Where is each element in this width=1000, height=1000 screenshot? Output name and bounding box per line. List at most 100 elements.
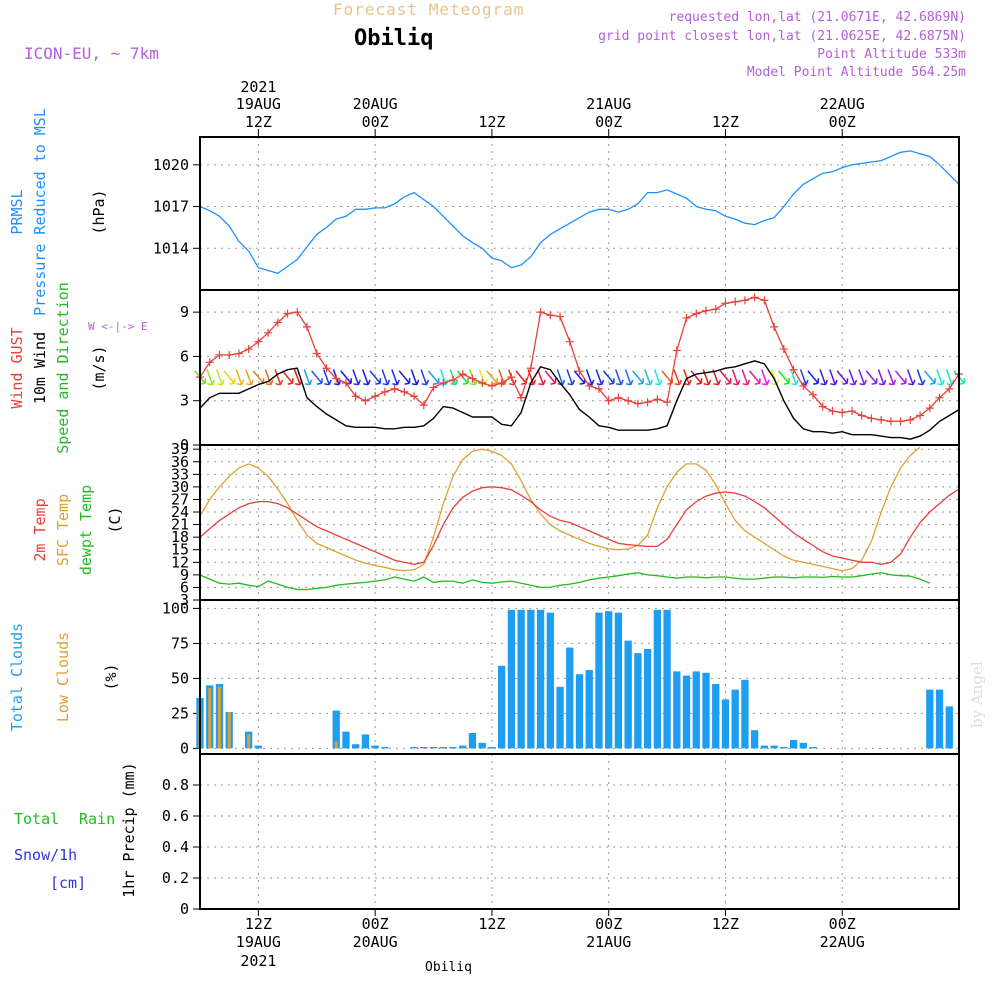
wind-direction-arrow xyxy=(216,369,225,386)
top-axis-date: 22AUG xyxy=(820,95,865,113)
wind-gust-point xyxy=(624,396,633,405)
pressure-label-prmsl: PRMSL xyxy=(8,189,26,234)
total-clouds-bar xyxy=(634,653,642,749)
wind-gust-point xyxy=(906,415,915,424)
total-clouds-bar xyxy=(760,745,769,749)
total-clouds-bar xyxy=(926,689,934,749)
low-clouds-bar xyxy=(334,741,338,749)
wind-gust-point xyxy=(419,401,428,410)
model-label: ICON-EU, ~ 7km xyxy=(24,44,159,63)
top-axis-hour: 12Z xyxy=(245,113,272,131)
wind-direction-arrow xyxy=(352,369,361,386)
wind-gust-point xyxy=(916,411,925,420)
temp-2m-line xyxy=(199,486,960,566)
total-clouds-bar xyxy=(663,609,671,749)
wind-direction-arrow xyxy=(673,369,683,386)
wind-gust-point xyxy=(449,376,457,385)
low-clouds-bar xyxy=(247,734,251,749)
bottom-axis-hour: 00Z xyxy=(362,915,389,933)
total-clouds-bar xyxy=(459,745,467,749)
bottom-axis-hour: 00Z xyxy=(595,915,622,933)
total-clouds-bar xyxy=(527,609,535,749)
wind-direction-arrow xyxy=(381,369,391,386)
wind-direction-arrow xyxy=(537,369,546,386)
wind-direction-arrow xyxy=(936,369,945,386)
total-clouds-bar xyxy=(478,742,486,749)
wind-direction-arrow xyxy=(741,369,751,386)
wind-direction-arrow xyxy=(206,369,216,386)
pressure-label-msl: Pressure Reduced to MSL xyxy=(31,108,49,316)
total-clouds-bar xyxy=(361,734,370,749)
total-clouds-bar xyxy=(935,689,944,749)
wind-gust-point xyxy=(594,384,603,393)
wind-gust-point xyxy=(273,318,282,327)
top-axis-hour: 12Z xyxy=(478,113,505,131)
wind-gust-point xyxy=(497,379,506,387)
wind-direction-arrow xyxy=(877,369,887,386)
wind-direction-arrow xyxy=(819,369,829,386)
wind-direction-arrow xyxy=(311,370,323,385)
wind-label-gust: Wind GUST xyxy=(8,327,26,408)
wind-gust-line xyxy=(199,296,960,423)
wind-gust-point xyxy=(575,367,584,376)
wind-gust-point xyxy=(351,392,360,401)
total-clouds-bar xyxy=(381,747,389,749)
wind-gust-point xyxy=(254,337,263,346)
wind-direction-arrow xyxy=(644,369,653,386)
wind-gust-point xyxy=(380,387,389,396)
wind-gust-point xyxy=(536,308,545,317)
total-clouds-bar xyxy=(498,665,506,749)
dewpt-line xyxy=(199,572,931,591)
wind-gust-point xyxy=(925,404,934,413)
total-clouds-bar xyxy=(429,747,438,749)
wind-gust-point xyxy=(585,381,594,390)
wind-direction-arrow xyxy=(760,369,770,386)
clouds-y-tick-label: 25 xyxy=(171,704,189,722)
clouds-unit: (%) xyxy=(102,663,120,690)
bottom-axis-date: 21AUG xyxy=(586,933,631,951)
wind-direction-arrow xyxy=(887,369,897,386)
pressure-y-tick-label: 1020 xyxy=(153,156,189,174)
low-clouds-bar xyxy=(208,688,212,749)
wind-gust-point xyxy=(867,414,876,423)
total-clouds-bar xyxy=(799,742,807,749)
wind-gust-point xyxy=(225,350,234,359)
wind-gust-point xyxy=(935,393,944,402)
info-point-altitude: Point Altitude 533m xyxy=(817,47,966,62)
bottom-axis-hour: 00Z xyxy=(829,915,856,933)
clouds-y-tick-label: 0 xyxy=(180,739,189,757)
wind-gust-point xyxy=(215,350,224,359)
pressure-y-tick-label: 1014 xyxy=(153,239,189,257)
wind-direction-arrow xyxy=(748,370,761,385)
temp-y-tick-label: 3 xyxy=(180,591,189,609)
wind-direction-arrow xyxy=(361,369,371,386)
temp-label-2m: 2m Temp xyxy=(31,498,49,561)
info-grid-point: grid point closest lon,lat (21.0625E, 42… xyxy=(598,29,966,44)
total-clouds-bar xyxy=(692,671,700,749)
wind-gust-point xyxy=(653,395,662,404)
temp-y-tick-label: 33 xyxy=(171,465,189,483)
top-axis-date: 19AUG xyxy=(236,95,281,113)
total-clouds-bar xyxy=(614,612,623,749)
wind-direction-arrow xyxy=(427,370,440,385)
wind-gust-point xyxy=(429,383,438,392)
wind-direction-arrow xyxy=(702,369,712,386)
panel-frame-precip xyxy=(199,753,960,910)
total-clouds-bar xyxy=(449,747,457,749)
temp-y-tick-label: 24 xyxy=(171,503,189,521)
wind-y-tick-label: 0 xyxy=(180,436,189,454)
precip-unit: 1hr Precip (mm) xyxy=(120,762,138,897)
wind-direction-arrow xyxy=(323,369,332,386)
total-clouds-bar xyxy=(789,740,798,749)
wind-gust-point xyxy=(244,345,253,354)
panel-frame-pressure xyxy=(199,136,960,291)
wind-y-tick-label: 3 xyxy=(180,392,189,410)
wind-y-tick-label: 6 xyxy=(180,347,189,365)
total-clouds-bar xyxy=(809,747,817,749)
temp-y-tick-label: 18 xyxy=(171,528,189,546)
wind-gust-point xyxy=(341,379,350,387)
wind-direction-arrow xyxy=(602,370,615,385)
wind-label-10m: 10m Wind xyxy=(31,332,49,404)
wind-gust-point xyxy=(390,384,399,393)
